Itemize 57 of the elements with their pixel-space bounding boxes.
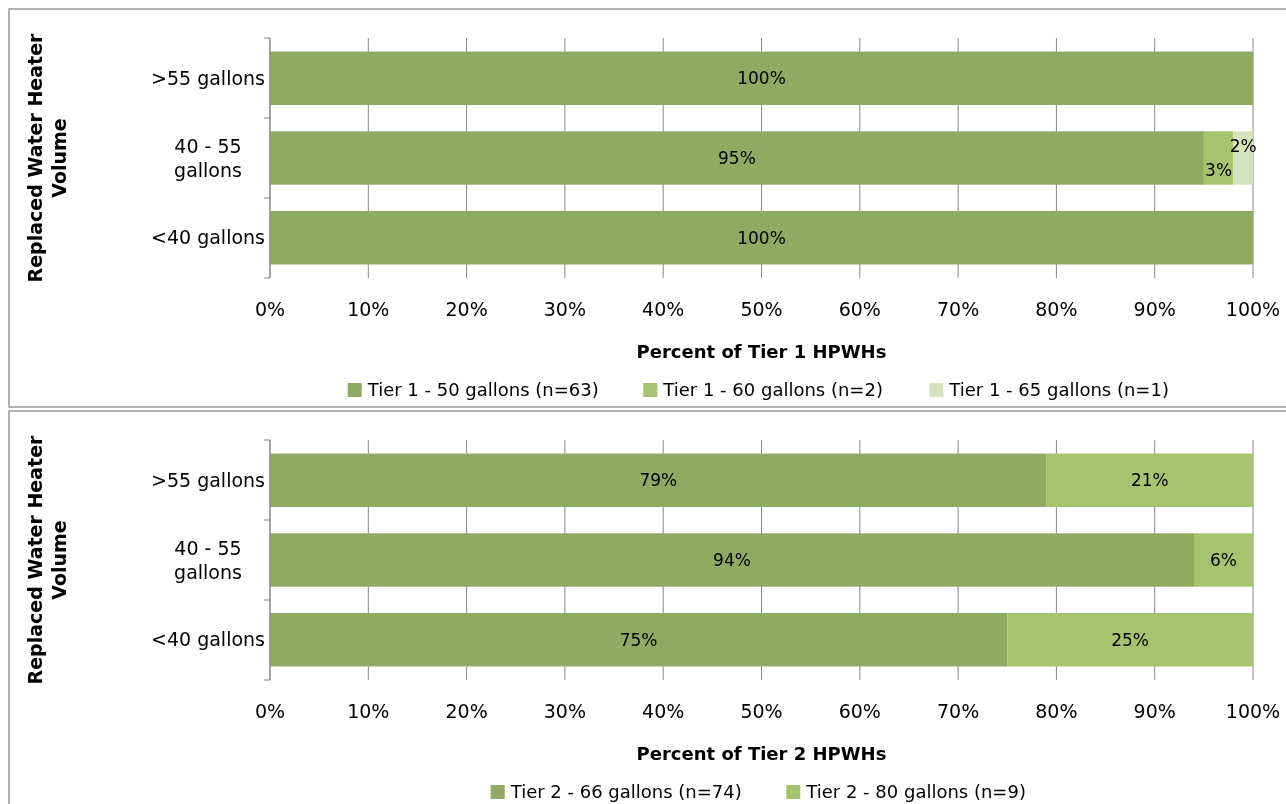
data-label: 6% xyxy=(1210,549,1237,570)
bar xyxy=(1046,453,1253,507)
x-tick-label: 30% xyxy=(543,700,587,722)
bar xyxy=(270,533,1195,587)
y-tick-label: <40 gallons xyxy=(151,628,265,651)
data-label: 2% xyxy=(1229,135,1257,156)
legend-label: Tier 2 - 66 gallons (n=74) xyxy=(509,781,742,802)
legend-label: Tier 1 - 60 gallons (n=2) xyxy=(662,379,883,400)
y-tick-label: <40 gallons xyxy=(151,226,265,249)
x-tick-label: 60% xyxy=(838,298,881,320)
bar xyxy=(270,51,1253,105)
x-tick-label: 80% xyxy=(1035,298,1078,320)
y-tick-label: 40 - 55 gallons xyxy=(174,536,242,583)
x-tick-label: 80% xyxy=(1035,700,1078,722)
x-tick-label: 50% xyxy=(740,700,783,722)
data-label: 94% xyxy=(713,549,751,570)
bar xyxy=(270,453,1047,507)
y-axis-title: Replaced Water Heater Volume xyxy=(24,434,70,685)
x-tick-label: 100% xyxy=(1225,298,1281,320)
legend-label: Tier 1 - 65 gallons (n=1) xyxy=(948,379,1169,400)
data-label: 100% xyxy=(737,68,786,89)
data-label: 25% xyxy=(1111,629,1150,650)
y-axis-title: Replaced Water Heater Volume xyxy=(24,32,70,283)
x-tick-label: 40% xyxy=(642,700,685,722)
x-axis-title: Percent of Tier 2 HPWHs xyxy=(636,743,887,764)
data-label: 21% xyxy=(1130,470,1169,491)
bar xyxy=(270,613,1008,667)
x-tick-label: 70% xyxy=(936,298,980,320)
data-label: 75% xyxy=(619,629,658,650)
y-tick-label: >55 gallons xyxy=(151,468,265,491)
bar xyxy=(270,211,1253,265)
bar xyxy=(1007,613,1253,667)
x-axis-title: Percent of Tier 1 HPWHs xyxy=(636,341,887,362)
x-tick-label: 100% xyxy=(1225,700,1281,722)
bar xyxy=(270,131,1204,185)
data-label: 3% xyxy=(1205,159,1233,180)
data-label: 79% xyxy=(639,470,678,491)
x-tick-label: 40% xyxy=(642,298,685,320)
x-tick-label: 10% xyxy=(347,700,390,722)
x-tick-label: 10% xyxy=(347,298,390,320)
x-tick-label: 60% xyxy=(838,700,881,722)
x-tick-label: 20% xyxy=(445,700,488,722)
x-tick-label: 30% xyxy=(543,298,587,320)
x-tick-label: 70% xyxy=(936,700,980,722)
legend-label: Tier 1 - 50 gallons (n=63) xyxy=(366,379,599,400)
x-tick-label: 0% xyxy=(254,298,286,320)
x-tick-label: 50% xyxy=(740,298,783,320)
x-tick-label: 20% xyxy=(445,298,488,320)
y-tick-label: 40 - 55 gallons xyxy=(174,134,242,181)
legend-label: Tier 2 - 80 gallons (n=9) xyxy=(805,781,1026,802)
data-label: 95% xyxy=(718,147,756,168)
x-tick-label: 0% xyxy=(254,700,286,722)
x-tick-label: 90% xyxy=(1133,298,1176,320)
data-label: 100% xyxy=(737,227,786,248)
y-tick-label: >55 gallons xyxy=(151,66,265,89)
x-tick-label: 90% xyxy=(1133,700,1176,722)
bar xyxy=(1194,533,1253,587)
